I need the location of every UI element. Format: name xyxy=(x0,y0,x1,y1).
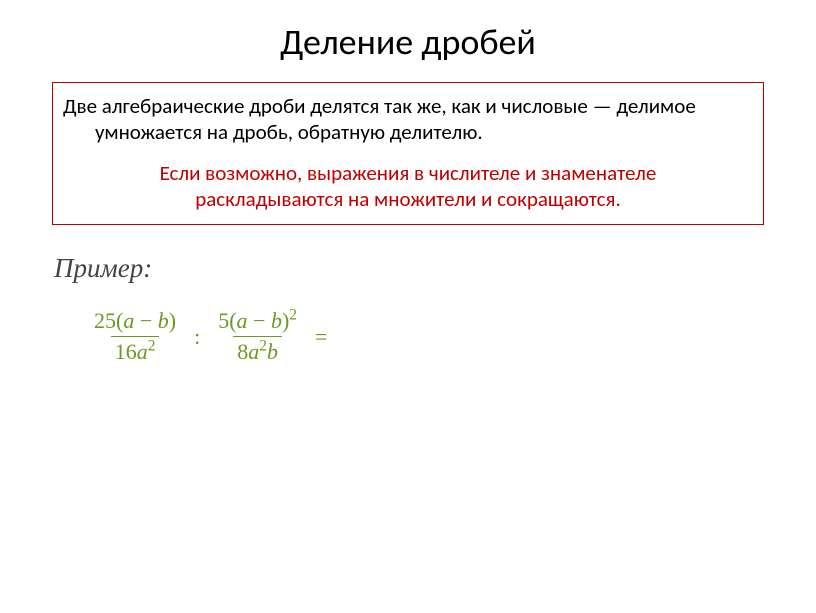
coef: 5 xyxy=(218,308,229,333)
coef: 8 xyxy=(237,339,248,364)
rule-box: Две алгебраические дроби делятся так же,… xyxy=(52,82,764,225)
frac1-denominator: 16a2 xyxy=(111,336,160,365)
division-operator: : xyxy=(194,324,200,350)
minus: − xyxy=(134,308,157,333)
minus: − xyxy=(248,308,271,333)
paren-close: ) xyxy=(169,308,176,333)
paren-open: ( xyxy=(229,308,236,333)
fraction-1: 25(a − b) 16a2 xyxy=(90,308,180,365)
frac2-denominator: 8a2b xyxy=(233,336,282,365)
var-a: a xyxy=(123,308,134,333)
var-b: b xyxy=(267,339,278,364)
slide: Деление дробей Две алгебраические дроби … xyxy=(0,20,816,613)
var-a: a xyxy=(137,339,148,364)
slide-title: Деление дробей xyxy=(0,20,816,64)
example-label: Пример: xyxy=(54,253,816,284)
formula: 25(a − b) 16a2 : 5(a − b)2 8a2b = xyxy=(86,308,816,365)
rule-note: Если возможно, выражения в числителе и з… xyxy=(59,160,757,213)
var-b: b xyxy=(158,308,169,333)
coef: 16 xyxy=(115,339,137,364)
var-b: b xyxy=(271,308,282,333)
power-2: 2 xyxy=(289,307,297,324)
frac2-numerator: 5(a − b)2 xyxy=(214,308,301,336)
var-a: a xyxy=(237,308,248,333)
fraction-2: 5(a − b)2 8a2b xyxy=(214,308,301,365)
rule-definition: Две алгебраические дроби делятся так же,… xyxy=(91,93,757,146)
coef: 25 xyxy=(94,308,116,333)
frac1-numerator: 25(a − b) xyxy=(90,308,180,336)
power-2: 2 xyxy=(148,338,156,355)
var-a: a xyxy=(248,339,259,364)
power-2: 2 xyxy=(259,338,267,355)
equals-operator: = xyxy=(315,324,327,350)
